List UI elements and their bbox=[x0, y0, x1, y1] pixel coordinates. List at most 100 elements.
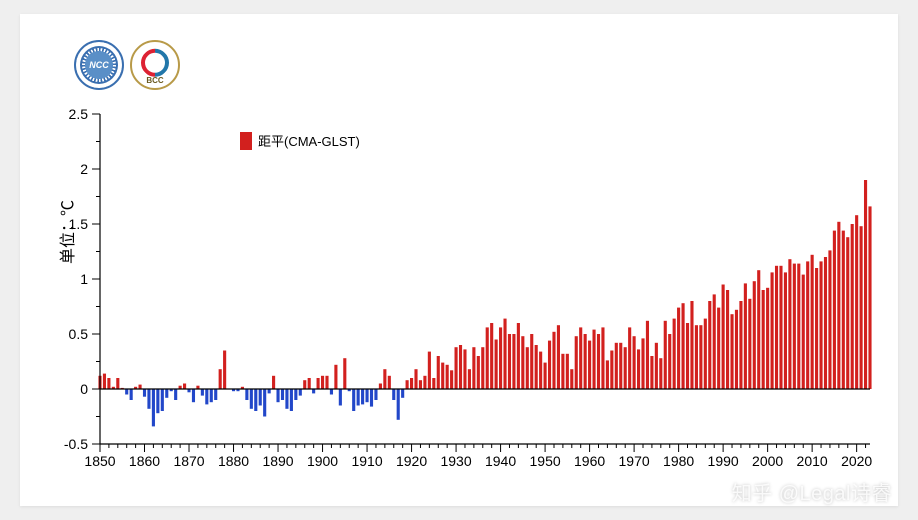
bar bbox=[624, 347, 627, 389]
bar bbox=[851, 224, 854, 389]
bar bbox=[508, 334, 511, 389]
bar bbox=[730, 314, 733, 389]
chart-card: 单位：℃ 距平(CMA-GLST) -0.500.511.522.5185018… bbox=[20, 14, 898, 506]
bar bbox=[392, 389, 395, 400]
bar bbox=[682, 303, 685, 389]
bar bbox=[722, 285, 725, 390]
bar bbox=[637, 349, 640, 389]
bar bbox=[855, 215, 858, 389]
bar bbox=[414, 369, 417, 389]
bar bbox=[744, 283, 747, 389]
svg-text:0.5: 0.5 bbox=[69, 326, 89, 342]
ncc-logo-icon bbox=[74, 40, 124, 90]
bar bbox=[321, 376, 324, 389]
bar bbox=[659, 358, 662, 389]
bar bbox=[490, 323, 493, 389]
bar bbox=[521, 336, 524, 389]
bar bbox=[757, 270, 760, 389]
bar bbox=[544, 363, 547, 389]
bar bbox=[330, 389, 333, 395]
bar bbox=[819, 261, 822, 389]
bar bbox=[183, 384, 186, 390]
bar bbox=[276, 389, 279, 402]
bar bbox=[606, 360, 609, 389]
bar bbox=[842, 231, 845, 389]
bar bbox=[210, 389, 213, 402]
bar bbox=[762, 290, 765, 389]
bar bbox=[793, 264, 796, 389]
bar bbox=[437, 356, 440, 389]
bar bbox=[223, 351, 226, 390]
bar bbox=[357, 389, 360, 406]
bar bbox=[201, 389, 204, 396]
bar bbox=[370, 389, 373, 407]
svg-text:1930: 1930 bbox=[440, 453, 471, 469]
bar bbox=[628, 327, 631, 389]
bar bbox=[472, 347, 475, 389]
bar bbox=[343, 358, 346, 389]
svg-text:2000: 2000 bbox=[752, 453, 783, 469]
svg-text:2.5: 2.5 bbox=[69, 106, 89, 122]
bar bbox=[325, 376, 328, 389]
bar bbox=[860, 226, 863, 389]
bar bbox=[717, 308, 720, 389]
bar bbox=[664, 321, 667, 389]
bar bbox=[219, 369, 222, 389]
bar bbox=[704, 319, 707, 389]
bar bbox=[361, 389, 364, 404]
bar bbox=[156, 389, 159, 413]
bar bbox=[401, 389, 404, 398]
bar bbox=[388, 376, 391, 389]
bar bbox=[530, 334, 533, 389]
bar bbox=[779, 266, 782, 389]
bar bbox=[152, 389, 155, 426]
bar bbox=[423, 376, 426, 389]
bar bbox=[633, 336, 636, 389]
svg-text:1950: 1950 bbox=[530, 453, 561, 469]
bar bbox=[619, 343, 622, 389]
bar bbox=[650, 356, 653, 389]
anomaly-bar-chart: -0.500.511.522.5185018601870188018901900… bbox=[100, 114, 870, 444]
bar bbox=[116, 378, 119, 389]
bar bbox=[739, 301, 742, 389]
bar bbox=[775, 266, 778, 389]
bar bbox=[557, 325, 560, 389]
bar bbox=[499, 327, 502, 389]
svg-text:1980: 1980 bbox=[663, 453, 694, 469]
bar bbox=[526, 347, 529, 389]
bar bbox=[205, 389, 208, 404]
svg-text:1: 1 bbox=[80, 271, 88, 287]
bar bbox=[673, 319, 676, 389]
bar bbox=[281, 389, 284, 400]
bar bbox=[334, 365, 337, 389]
bar bbox=[446, 365, 449, 389]
bar bbox=[837, 222, 840, 389]
bar bbox=[753, 281, 756, 389]
bar bbox=[103, 374, 106, 389]
bar bbox=[365, 389, 368, 402]
bar bbox=[383, 369, 386, 389]
bar bbox=[713, 294, 716, 389]
svg-text:1870: 1870 bbox=[173, 453, 204, 469]
bar bbox=[428, 352, 431, 389]
bar bbox=[610, 351, 613, 390]
svg-text:1890: 1890 bbox=[262, 453, 293, 469]
bar bbox=[539, 352, 542, 389]
svg-text:2010: 2010 bbox=[797, 453, 828, 469]
bar bbox=[566, 354, 569, 389]
bar bbox=[432, 378, 435, 389]
svg-text:1960: 1960 bbox=[574, 453, 605, 469]
bar bbox=[374, 389, 377, 400]
bar bbox=[748, 299, 751, 389]
bar bbox=[503, 319, 506, 389]
bar bbox=[575, 336, 578, 389]
bar bbox=[824, 257, 827, 389]
bar bbox=[535, 345, 538, 389]
bar bbox=[828, 250, 831, 389]
bar bbox=[788, 259, 791, 389]
bar bbox=[294, 389, 297, 400]
bar bbox=[419, 380, 422, 389]
bar bbox=[290, 389, 293, 411]
bar bbox=[695, 325, 698, 389]
bar bbox=[797, 264, 800, 389]
